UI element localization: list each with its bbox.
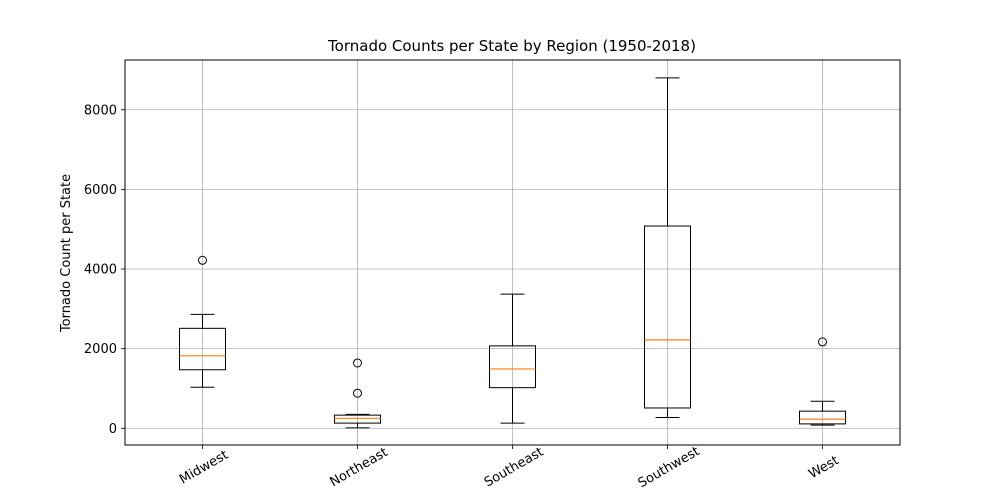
- ticks: Midwest Northeast Southeast Southwest West 0 2…: [84, 103, 842, 491]
- outlier-point: [353, 358, 362, 368]
- x-tick-label: Southeast: [482, 445, 546, 491]
- grid: [125, 60, 900, 445]
- boxes: [179, 77, 846, 429]
- outlier-point: [198, 255, 207, 265]
- iqr-box: [799, 410, 846, 425]
- box-west: [799, 337, 846, 426]
- y-tick-label: 4000: [84, 263, 117, 278]
- iqr-box: [334, 414, 381, 424]
- box-midwest: [179, 255, 226, 388]
- x-tick-label: Midwest: [177, 448, 231, 488]
- iqr-box: [489, 345, 536, 389]
- box-southwest: [644, 77, 691, 419]
- x-tick-label: Northeast: [327, 445, 390, 490]
- y-tick-label: 6000: [84, 183, 117, 198]
- x-tick-label: West: [806, 453, 841, 482]
- y-tick-label: 2000: [84, 342, 117, 357]
- y-tick-label: 8000: [84, 103, 117, 118]
- outlier-point: [353, 388, 362, 398]
- iqr-box: [179, 327, 226, 371]
- box-northeast: [334, 358, 381, 429]
- x-tick-label: Southwest: [636, 444, 703, 491]
- iqr-box: [644, 225, 691, 409]
- outlier-point: [818, 337, 827, 347]
- box-southeast: [489, 293, 536, 424]
- y-axis-label: Tornado Count per State: [59, 174, 74, 333]
- chart-title: Tornado Counts per State by Region (1950…: [327, 37, 696, 55]
- y-tick-label: 0: [109, 422, 117, 437]
